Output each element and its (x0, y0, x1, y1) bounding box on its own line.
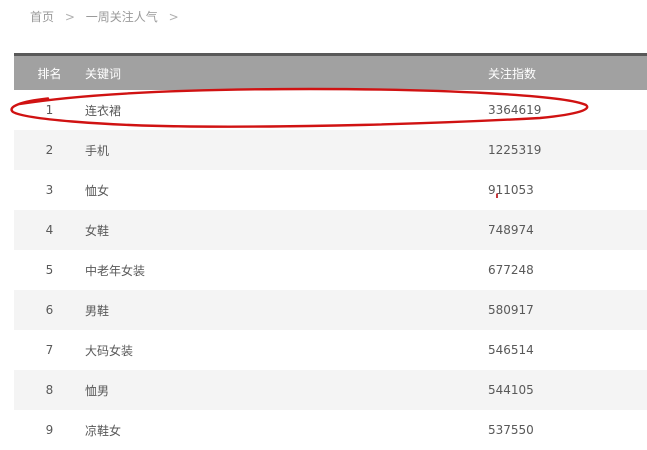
index-cell: 3364619 (488, 103, 542, 117)
table-header-row: 排名 关键词 关注指数 (14, 56, 647, 90)
index-cell: 677248 (488, 263, 534, 277)
rank-cell: 6 (45, 303, 54, 317)
index-cell: 580917 (488, 303, 534, 317)
table-row: 8 恤男 544105 (14, 370, 647, 410)
table-row: 4 女鞋 748974 (14, 210, 647, 250)
rank-cell: 2 (45, 143, 54, 157)
table-row: 9 凉鞋女 537550 (14, 410, 647, 450)
keyword-link[interactable]: 中老年女装 (85, 263, 146, 278)
breadcrumb-link-weekly-popularity[interactable]: 一周关注人气 (85, 10, 158, 24)
rank-cell: 1 (45, 103, 54, 117)
header-index: 关注指数 (488, 66, 537, 81)
table-row: 2 手机 1225319 (14, 130, 647, 170)
table-row: 5 中老年女装 677248 (14, 250, 647, 290)
rank-cell: 8 (45, 383, 54, 397)
index-cell: 1225319 (488, 143, 542, 157)
index-cell: 537550 (488, 423, 534, 437)
keyword-link[interactable]: 男鞋 (85, 303, 110, 318)
rank-cell: 3 (45, 183, 54, 197)
keyword-link[interactable]: 连衣裙 (85, 103, 122, 118)
keyword-link[interactable]: 恤男 (85, 383, 110, 398)
table-row: 6 男鞋 580917 (14, 290, 647, 330)
keyword-link[interactable]: 女鞋 (85, 223, 110, 238)
table-body: 1 连衣裙 3364619 2 手机 1225319 3 恤女 911053 4… (14, 90, 647, 450)
breadcrumb-link-home[interactable]: 首页 (30, 10, 55, 24)
keyword-ranking-table: 排名 关键词 关注指数 1 连衣裙 3364619 2 手机 1225319 3… (14, 53, 647, 450)
index-cell: 911053 (488, 183, 534, 197)
table-row: 7 大码女装 546514 (14, 330, 647, 370)
rank-cell: 5 (45, 263, 54, 277)
index-cell: 546514 (488, 343, 534, 357)
keyword-link[interactable]: 大码女装 (85, 343, 134, 358)
breadcrumb-separator-icon: > (168, 10, 179, 24)
breadcrumb-separator-icon: > (64, 10, 75, 24)
keyword-link[interactable]: 凉鞋女 (85, 423, 122, 438)
keyword-link[interactable]: 手机 (85, 143, 110, 158)
keyword-link[interactable]: 恤女 (85, 183, 110, 198)
breadcrumb: 首页 > 一周关注人气 > (30, 8, 186, 25)
table-row: 3 恤女 911053 (14, 170, 647, 210)
index-cell: 748974 (488, 223, 534, 237)
header-rank: 排名 (37, 66, 62, 81)
rank-cell: 7 (45, 343, 54, 357)
rank-cell: 9 (45, 423, 54, 437)
header-keyword: 关键词 (85, 66, 122, 81)
table-row: 1 连衣裙 3364619 (14, 90, 647, 130)
index-cell: 544105 (488, 383, 534, 397)
rank-cell: 4 (45, 223, 54, 237)
